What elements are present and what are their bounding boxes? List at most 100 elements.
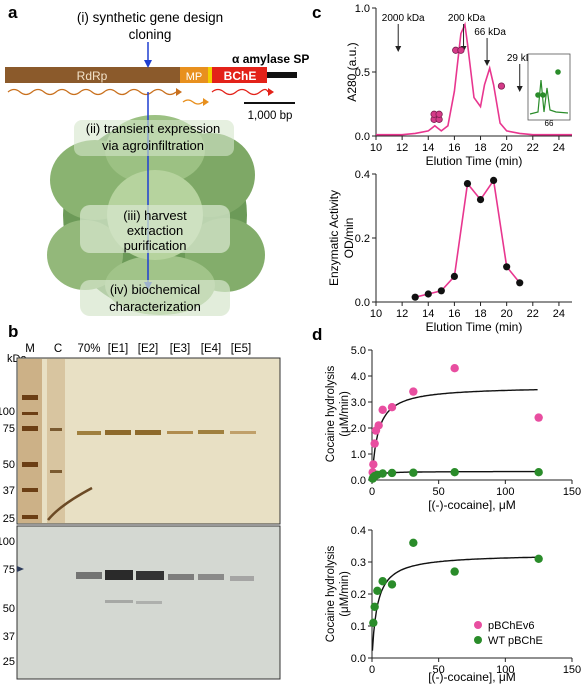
d-bot-xlabel: [(-)-cocaine], μM [428, 670, 516, 684]
a280-trace [376, 21, 572, 136]
svg-text:37: 37 [3, 485, 15, 497]
x-tick-label: 18 [474, 308, 486, 320]
svg-text:70%: 70% [77, 343, 100, 355]
mw-arrowhead [395, 46, 402, 52]
x-tick-label: 50 [433, 486, 445, 498]
x-tick-label: 0 [369, 664, 375, 676]
c-top-xlabel: Elution Time (min) [426, 154, 523, 168]
panel-a-letter: a [8, 3, 18, 22]
x-tick-label: 14 [422, 308, 434, 320]
peak-marker [497, 82, 506, 90]
svg-text:50: 50 [3, 603, 15, 615]
fit-curve [371, 389, 538, 477]
x-tick-label: 20 [501, 142, 513, 154]
x-tick-label: 16 [448, 308, 460, 320]
inset-trace [529, 79, 569, 115]
svg-text:25: 25 [3, 656, 15, 668]
step-3-box: (iii) harvest extraction purification [80, 205, 230, 253]
c-bot-ylabel-a: Enzymatic Activity [327, 190, 341, 286]
d-top-xlabel: [(-)-cocaine], μM [428, 498, 516, 512]
svg-text:[E2]: [E2] [138, 343, 158, 355]
blot-markers: 100 75 50 37 25 [0, 536, 15, 668]
step-4-box: (iv) biochemical characterization [80, 280, 230, 316]
activity-point [516, 279, 524, 287]
d-top-ylabel-b: (μM/min) [339, 391, 351, 437]
y-tick-label: 0.3 [351, 557, 366, 569]
legend-marker-pbche-v6 [474, 621, 482, 629]
svg-text:purification: purification [124, 238, 187, 253]
y-tick-label: 0.5 [355, 67, 370, 79]
y-tick-label: 0.1 [351, 621, 366, 633]
mw-arrowhead [484, 60, 491, 66]
c-top-chart: 10 12 14 16 18 20 22 24 0.0 0.5 1.0 A280 (a.u.) Elut… [345, 3, 572, 168]
wt-pbche-point [373, 586, 382, 595]
x-tick-label: 100 [496, 486, 514, 498]
d-top-ylabel-a: Cocaine hydrolysis [325, 365, 337, 462]
y-tick-label: 0.2 [355, 233, 370, 245]
c-bot-xlabel: Elution Time (min) [426, 320, 523, 334]
activity-point [476, 196, 485, 204]
step-1-label: (i) synthetic gene design [77, 10, 223, 25]
activity-point [437, 287, 445, 295]
wt-pbche-point [534, 554, 543, 563]
svg-text:50: 50 [3, 459, 15, 471]
wt-pbche-point [370, 602, 379, 611]
d-top-chart: 0 50 100 150 0.0 1.0 2.0 3.0 4.0 5.0 Cocaine hydro… [325, 345, 581, 512]
lane-labels: M C 70% [E1] [E2] [E3] [E4] [E5] [25, 343, 251, 355]
peak-marker [435, 110, 443, 118]
x-tick-label: 14 [422, 142, 434, 154]
step-2-box: (ii) transient expression via agroinfilt… [74, 120, 234, 156]
x-tick-label: 16 [448, 142, 460, 154]
c-bottom-chart: 10 12 14 16 18 20 22 24 0.0 0.2 0.4 Enzymatic Activ… [327, 169, 572, 334]
y-tick-label: 0.4 [355, 169, 370, 181]
svg-text:(iii) harvest: (iii) harvest [123, 208, 187, 223]
legend-label-pbche-v6: pBChEv6 [488, 620, 534, 632]
wt-pbche-point [409, 538, 418, 547]
pbche-v6-point [534, 413, 543, 422]
svg-text:characterization: characterization [109, 299, 201, 314]
step-1b-label: cloning [129, 27, 172, 42]
fit-curve [371, 556, 538, 651]
mp-label: MP [186, 71, 203, 83]
x-tick-label: 18 [474, 142, 486, 154]
legend-marker-wt-pbche [474, 636, 482, 644]
activity-line [415, 178, 521, 298]
svg-text:25: 25 [3, 513, 15, 525]
svg-text:[E4]: [E4] [201, 343, 221, 355]
y-tick-label: 0.4 [351, 525, 366, 537]
mw-arrowhead [516, 86, 523, 92]
svg-text:75: 75 [3, 423, 15, 435]
svg-text:[E1]: [E1] [108, 343, 128, 355]
wt-pbche-point [378, 577, 387, 586]
gene-construct: RdRp MP BChE 1,000 bp [5, 67, 297, 122]
panel-b-letter: b [8, 322, 18, 341]
x-tick-label: 100 [496, 664, 514, 676]
y-tick-label: 4.0 [351, 371, 366, 383]
pbche-v6-point [409, 387, 418, 396]
y-tick-label: 5.0 [351, 345, 366, 357]
pbche-v6-point [369, 460, 378, 469]
pbche-v6-point [378, 405, 387, 414]
activity-point [411, 293, 419, 301]
activity-point [424, 290, 432, 298]
scale-bar-label: 1,000 bp [248, 110, 293, 122]
peak-marker [457, 46, 465, 54]
inset-label: 66 [545, 119, 554, 128]
bche-block [212, 67, 267, 83]
svg-text:via agroinfiltration: via agroinfiltration [102, 138, 204, 153]
activity-point [450, 272, 458, 280]
y-tick-label: 1.0 [355, 3, 370, 15]
d-bottom-chart: 0 50 100 150 0.0 0.1 0.2 0.3 0.4 Cocaine hydrolys… [325, 525, 581, 684]
c-bot-ylabel-b: OD/min [342, 218, 356, 259]
panel-d-letter: d [312, 325, 322, 344]
activity-point [503, 263, 511, 271]
silver-stain-gel [16, 357, 281, 525]
activity-point [463, 180, 472, 188]
inset-marker [540, 92, 546, 98]
inset-marker [555, 69, 561, 75]
mw-label: 66 kDa [474, 27, 506, 38]
y-tick-label: 0.2 [351, 589, 366, 601]
svg-text:75: 75 [3, 564, 15, 576]
x-tick-label: 50 [433, 664, 445, 676]
